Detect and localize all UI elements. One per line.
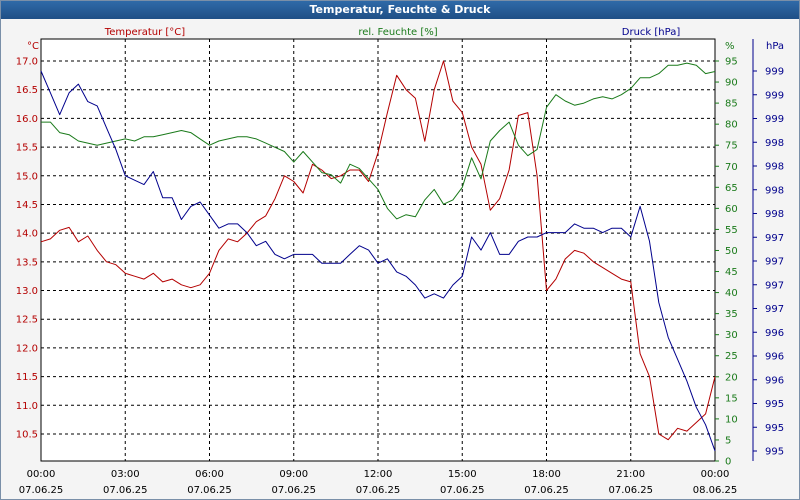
y-tick-pressure: 995 — [765, 447, 784, 458]
x-tick-time: 18:00 — [532, 469, 561, 480]
x-tick-date: 07.06.25 — [19, 485, 64, 496]
temperature-axis: 17.0 16.5 16.0 15.5 15.0 14.5 14.0 13.5 13.0 12.5… — [16, 57, 38, 441]
x-tick-date: 07.06.25 — [103, 485, 148, 496]
y-tick-humidity: 10 — [725, 414, 738, 425]
pressure-line — [40, 70, 716, 452]
y-tick-humidity: 80 — [725, 120, 738, 131]
y-tick-temperature: 11.0 — [16, 401, 38, 412]
y-tick-temperature: 11.5 — [16, 372, 38, 383]
y-tick-pressure: 995 — [765, 399, 784, 410]
y-tick-pressure: 996 — [765, 328, 784, 339]
y-tick-humidity: 50 — [725, 246, 738, 257]
x-tick-date: 07.06.25 — [271, 485, 316, 496]
y-tick-pressure: 998 — [765, 209, 784, 220]
y-tick-humidity: 60 — [725, 204, 738, 215]
y-tick-humidity: 75 — [725, 141, 738, 152]
y-tick-humidity: 35 — [725, 309, 738, 320]
y-tick-pressure: 996 — [765, 352, 784, 363]
x-tick-time: 09:00 — [279, 469, 308, 480]
y-tick-pressure: 999 — [765, 67, 784, 78]
x-tick-date: 07.06.25 — [187, 485, 232, 496]
y-tick-pressure: 999 — [765, 90, 784, 101]
y-tick-humidity: 70 — [725, 162, 738, 173]
y-tick-humidity: 40 — [725, 288, 738, 299]
y-tick-humidity: 15 — [725, 393, 738, 404]
x-tick-time: 00:00 — [701, 469, 730, 480]
grid-vertical-lines — [124, 39, 632, 461]
y-tick-temperature: 13.5 — [16, 257, 38, 268]
x-tick-date: 07.06.25 — [440, 485, 485, 496]
x-tick-time: 21:00 — [616, 469, 645, 480]
y-tick-pressure: 997 — [765, 304, 784, 315]
y-tick-humidity: 30 — [725, 330, 738, 341]
y-tick-temperature: 13.0 — [16, 286, 38, 297]
x-tick-date: 07.06.25 — [356, 485, 401, 496]
x-tick-date: 08.06.25 — [693, 485, 738, 496]
y-tick-pressure: 998 — [765, 162, 784, 173]
y-tick-pressure: 997 — [765, 257, 784, 268]
x-tick-time: 12:00 — [364, 469, 393, 480]
legend-humidity: rel. Feuchte [%] — [358, 27, 437, 38]
pressure-axis: 999 999 999 998 998 998 998 997 997 997 997 996 996 9… — [752, 39, 784, 461]
x-tick-time: 15:00 — [448, 469, 477, 480]
y-tick-humidity: 90 — [725, 78, 738, 89]
y-tick-humidity: 25 — [725, 351, 738, 362]
x-tick-time: 00:00 — [27, 469, 56, 480]
y-tick-humidity: 5 — [725, 435, 731, 446]
x-tick-time: 03:00 — [111, 469, 140, 480]
temperature-unit-label: °C — [27, 41, 39, 52]
y-tick-temperature: 12.0 — [16, 343, 38, 354]
y-tick-temperature: 12.5 — [16, 315, 38, 326]
legend-pressure: Druck [hPa] — [622, 27, 681, 38]
y-tick-temperature: 17.0 — [16, 57, 38, 68]
y-tick-humidity: 95 — [725, 57, 738, 68]
y-tick-temperature: 16.0 — [16, 114, 38, 125]
grid-horizontal-lines — [41, 60, 715, 435]
y-tick-humidity: 0 — [725, 457, 731, 468]
x-tick-time: 06:00 — [195, 469, 224, 480]
y-tick-pressure: 997 — [765, 233, 784, 244]
y-tick-temperature: 15.5 — [16, 143, 38, 154]
y-tick-temperature: 10.5 — [16, 430, 38, 441]
series-lines — [40, 60, 716, 452]
humidity-unit-label: % — [725, 41, 735, 52]
y-tick-humidity: 55 — [725, 225, 738, 236]
y-tick-pressure: 995 — [765, 423, 784, 434]
humidity-line — [41, 62, 716, 220]
y-tick-temperature: 16.5 — [16, 85, 38, 96]
window-title: Temperatur, Feuchte & Druck — [1, 1, 799, 19]
y-tick-humidity: 85 — [725, 99, 738, 110]
y-tick-temperature: 14.0 — [16, 229, 38, 240]
y-tick-humidity: 20 — [725, 372, 738, 383]
y-tick-temperature: 14.5 — [16, 200, 38, 211]
legend-temperature: Temperatur [°C] — [104, 27, 185, 38]
y-tick-humidity: 65 — [725, 183, 738, 194]
y-tick-pressure: 997 — [765, 280, 784, 291]
y-tick-pressure: 999 — [765, 114, 784, 125]
temperature-line — [40, 60, 716, 441]
y-tick-humidity: 45 — [725, 267, 738, 278]
pressure-unit-label: hPa — [766, 41, 784, 52]
y-tick-temperature: 15.0 — [16, 171, 38, 182]
x-tick-date: 07.06.25 — [524, 485, 569, 496]
y-tick-pressure: 998 — [765, 138, 784, 149]
x-tick-date: 07.06.25 — [608, 485, 653, 496]
time-axis: 00:00 07.06.25 03:00 07.06.25 06:00 07.06.25 0… — [19, 469, 738, 496]
y-tick-pressure: 996 — [765, 375, 784, 386]
y-tick-pressure: 998 — [765, 185, 784, 196]
